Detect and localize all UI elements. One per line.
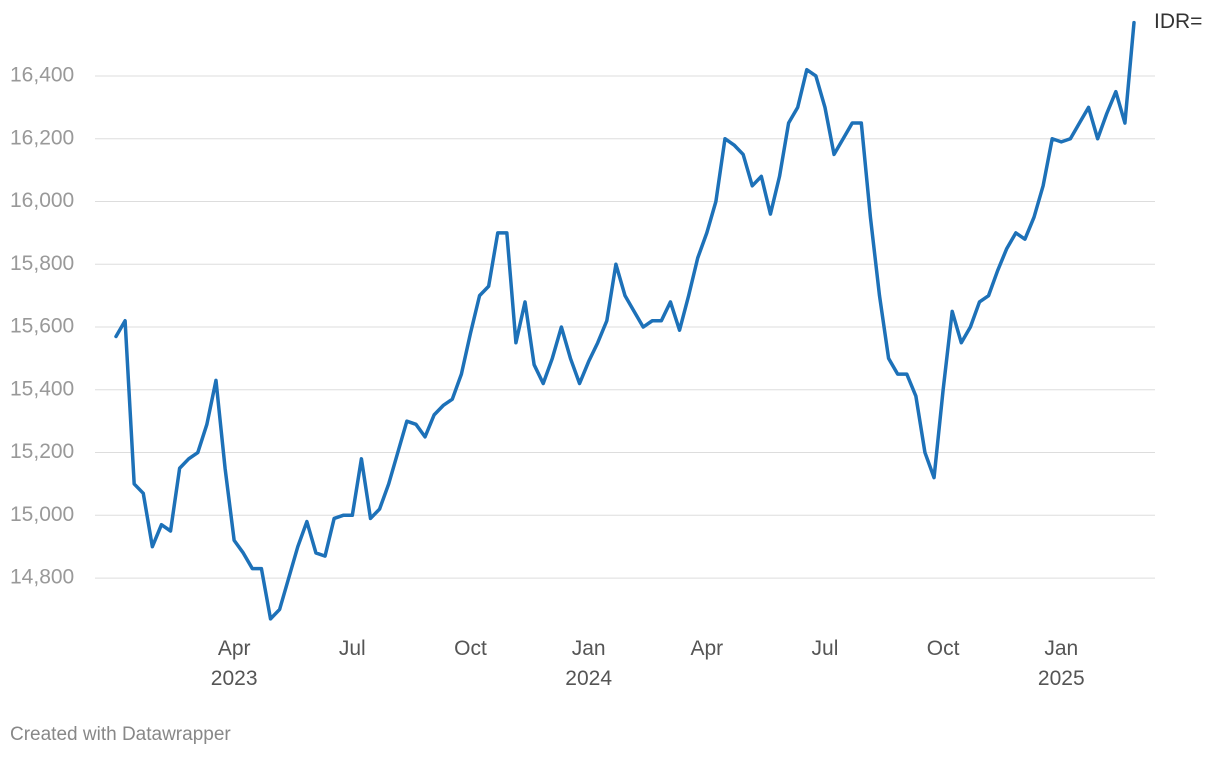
x-tick-label: Jan 2025 (1037, 637, 1085, 690)
y-tick-label: 16,400 (10, 64, 74, 87)
x-tick-label: Apr (690, 637, 724, 660)
x-tick-label: Jul (338, 637, 366, 660)
y-tick-label: 15,400 (10, 377, 74, 400)
x-tick-label: Jan 2024 (565, 637, 612, 690)
y-tick-label: 16,200 (10, 126, 74, 149)
y-tick-label: 14,800 (10, 566, 74, 589)
series-label: IDR= (1154, 10, 1202, 33)
x-tick-label: Apr 2023 (210, 637, 258, 690)
x-tick-label: Jul (811, 637, 839, 660)
y-tick-label: 16,000 (10, 189, 74, 212)
y-tick-label: 15,800 (10, 252, 74, 275)
y-tick-label: 15,600 (10, 315, 74, 338)
y-tick-label: 15,000 (10, 503, 74, 526)
footer: Created with Datawrapper (10, 724, 231, 745)
series-line (114, 20, 1136, 621)
x-tick-label: Oct (926, 637, 960, 660)
y-tick-label: 15,200 (10, 440, 74, 463)
x-tick-label: Oct (454, 637, 487, 660)
